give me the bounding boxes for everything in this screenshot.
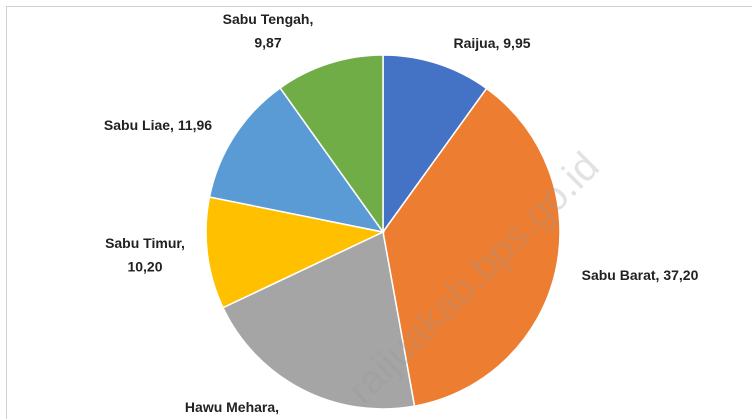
pie-slice — [208, 86, 385, 234]
label-separator: , — [656, 267, 660, 283]
data-label-value: 10,20 — [127, 259, 162, 275]
pie-slice — [279, 54, 384, 235]
pie-slice — [382, 54, 488, 235]
chart-border — [6, 6, 752, 419]
data-label: Hawu Mehara, — [185, 399, 279, 415]
label-separator: , — [181, 235, 185, 251]
label-name: Sabu Barat — [582, 267, 656, 283]
label-name: Raijua — [453, 35, 495, 51]
label-separator: , — [495, 35, 499, 51]
label-value: 9,95 — [503, 35, 530, 51]
pie — [205, 54, 561, 410]
label-name: Hawu Mehara — [185, 399, 275, 415]
pie-slice — [205, 196, 386, 309]
data-label: Sabu Liae, 11,96 — [104, 117, 212, 133]
label-separator: , — [170, 117, 174, 133]
label-name: Sabu Timur — [105, 235, 182, 251]
label-name: Sabu Tengah — [223, 11, 310, 27]
label-separator: , — [309, 11, 313, 27]
pie-slice — [221, 230, 416, 410]
label-value: 11,96 — [178, 117, 212, 133]
label-separator: , — [275, 399, 279, 415]
data-label: Sabu Timur, — [105, 235, 185, 251]
data-label: Sabu Barat, 37,20 — [582, 267, 699, 283]
label-name: Sabu Liae — [104, 117, 170, 133]
data-label: Sabu Tengah, — [223, 11, 314, 27]
pie-slice — [382, 87, 561, 408]
data-label: Raijua, 9,95 — [453, 35, 530, 51]
label-value: 37,20 — [663, 267, 698, 283]
data-label-value: 9,87 — [254, 35, 281, 51]
labels: Raijua, 9,95 Sabu Barat, 37,20 Hawu Mehara… — [104, 11, 699, 415]
